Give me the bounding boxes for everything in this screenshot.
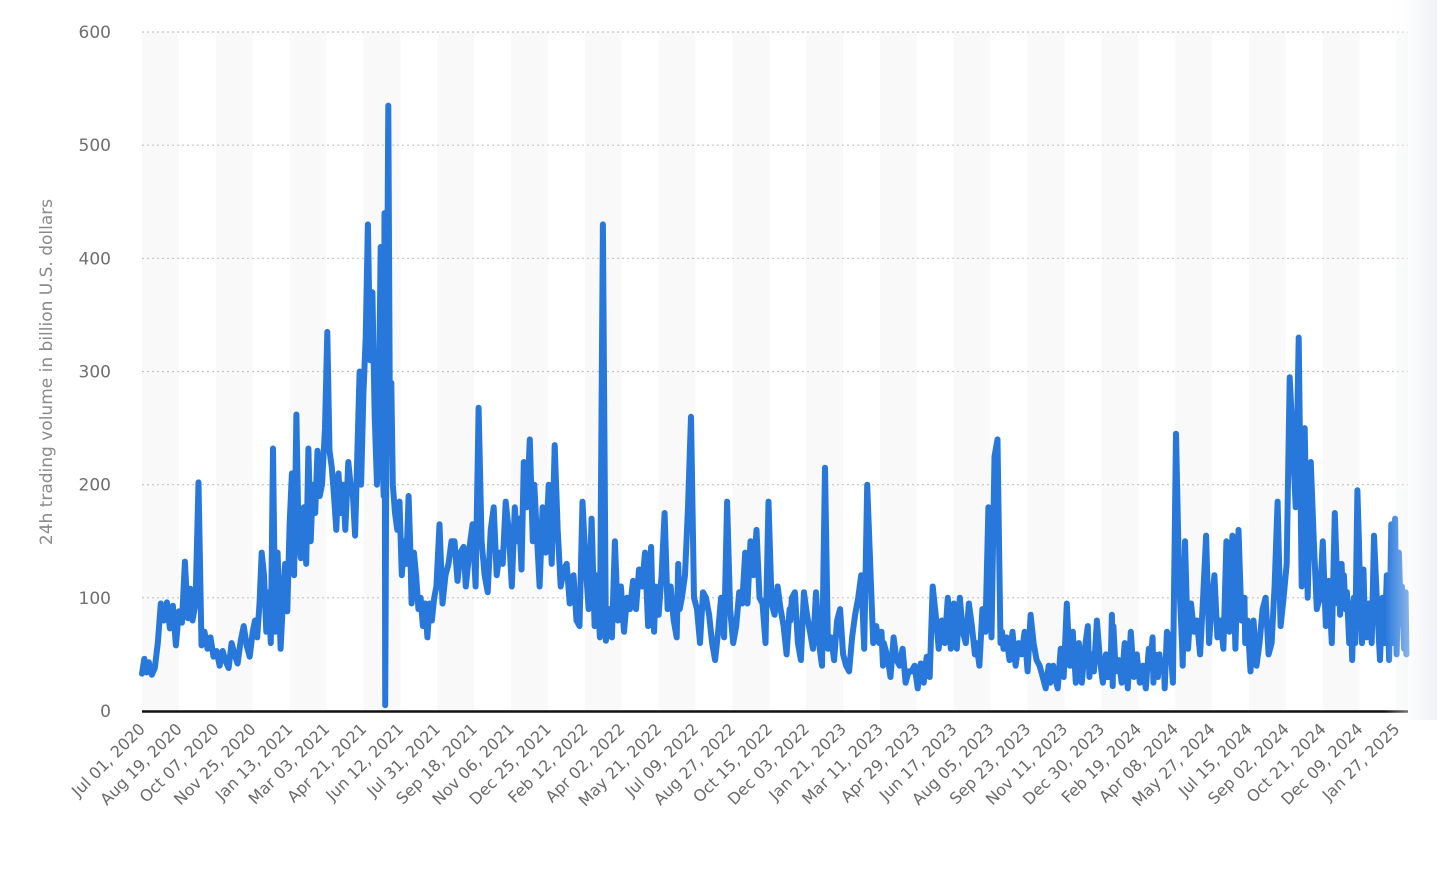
y-tick-label: 300	[79, 363, 111, 383]
data-series-line	[139, 102, 1410, 709]
y-tick-label: 500	[79, 136, 111, 156]
y-axis-label: 24h trading volume in billion U.S. dolla…	[37, 199, 57, 545]
y-tick-label: 100	[79, 589, 111, 609]
plot-band	[215, 32, 253, 711]
gridlines	[142, 31, 1408, 599]
right-edge-fade	[1385, 0, 1437, 720]
y-tick-label: 600	[79, 23, 111, 43]
y-tick-label: 0	[100, 702, 111, 722]
y-axis-ticks: 0 100 200 300 400 500 600	[79, 23, 111, 722]
y-tick-label: 200	[79, 476, 111, 496]
y-tick-label: 400	[79, 249, 111, 269]
